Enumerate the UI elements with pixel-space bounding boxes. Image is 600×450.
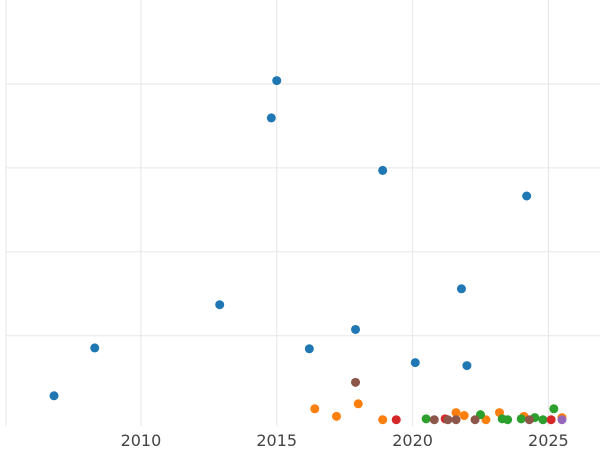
data-point [470,415,480,425]
data-point [378,165,388,175]
data-point [524,415,534,425]
data-point [538,415,548,425]
x-tick-label: 2010 [121,431,162,450]
data-point [451,415,461,425]
data-point [351,377,361,387]
data-point [503,415,513,425]
x-tick-label: 2025 [528,431,569,450]
x-tick-label: 2020 [392,431,433,450]
data-point [332,411,342,421]
data-point [456,284,466,294]
data-point [410,358,420,368]
points-layer [49,76,567,425]
data-point [90,343,100,353]
x-tick-label: 2015 [256,431,297,450]
data-point [421,414,431,424]
data-point [443,415,453,425]
data-point [272,76,282,86]
data-point [215,300,225,310]
data-point [310,404,320,414]
x-tick-labels: 2010 2015 2020 2025 [121,431,569,450]
data-point [459,411,469,421]
data-point [391,415,401,425]
data-point [304,344,314,354]
data-point [546,415,556,425]
data-point [351,324,361,334]
data-point [451,408,461,418]
data-point [353,399,363,409]
data-point [516,414,526,424]
data-point [557,415,567,425]
data-point [549,404,559,414]
data-point [522,191,532,201]
data-point [378,415,388,425]
data-point [462,361,472,371]
data-point [49,391,59,401]
data-point [429,415,439,425]
data-point [266,113,276,123]
grid-layer [5,0,600,426]
